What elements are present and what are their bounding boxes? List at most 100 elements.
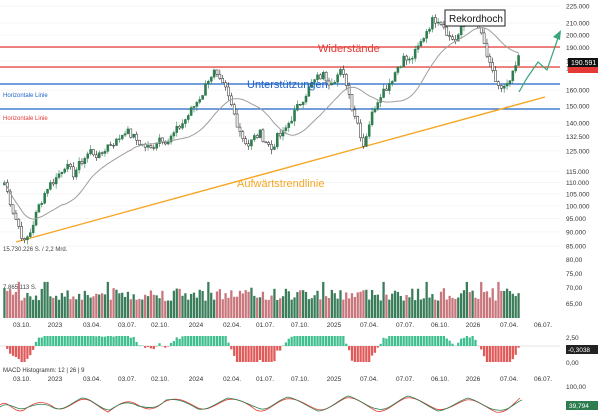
macd-bar [218,336,221,346]
candle [155,143,158,149]
macd-bar [198,336,201,346]
candle [376,102,380,110]
uptrend-line[interactable] [15,96,546,243]
macd-bar [121,336,124,346]
volume-bar [431,294,434,318]
macd-bar [396,336,400,346]
volume-bar [55,295,58,318]
supports-label: Unterstützungen [247,79,328,91]
macd-bar [256,346,259,362]
volume-bar [353,297,356,318]
macd-bar [284,342,288,346]
candle [29,232,32,237]
candle [43,193,46,204]
volume-bar [385,294,388,318]
x-tick-label: 01.07. [256,322,274,329]
oscillator-line-green [0,395,523,412]
volume-bar [149,290,153,318]
candle [373,108,377,113]
x-tick-label: 03.10. [13,376,31,383]
macd-bar [227,342,230,346]
volume-bar [6,290,9,318]
volume-bar [494,300,497,318]
candle [508,80,512,84]
candle [63,168,67,173]
macd-bar [517,346,520,348]
macd-bar [445,338,448,346]
candle [327,80,331,86]
volume-bar [204,300,207,318]
price-tick-label: 125.000 [566,148,590,155]
volume-bar [480,281,483,318]
volume-bar [307,299,311,318]
candle [209,76,213,82]
candle [451,36,454,40]
macd-bar [75,336,78,346]
x-tick-label: 2023 [48,376,63,383]
candle [126,128,130,135]
candle [172,132,176,137]
macd-bar [100,336,104,346]
candle [319,74,322,80]
candle [89,149,92,155]
candle [92,149,95,156]
macd-bar [189,336,193,346]
candle [301,101,305,105]
volume-bar [103,294,107,318]
volume-bar [517,293,520,318]
candle [26,236,29,241]
volume-bar [365,289,368,318]
price-tick-label: 105.000 [566,191,590,198]
volume-bar [75,299,78,318]
volume-bar [505,288,509,318]
candle [201,95,204,100]
candle [336,74,339,83]
candle [129,128,133,138]
candle [399,66,403,68]
volume-bar [233,296,236,318]
volume-bar [60,293,64,318]
macd-bar [77,336,81,346]
volume-bar [34,295,38,318]
volume-bar [482,292,486,318]
macd-bar [422,336,425,346]
price-tick-label: 200.000 [566,33,590,40]
volume-bar [457,297,460,318]
macd-bar [52,336,55,346]
candle [74,169,78,178]
macd-bar [511,346,514,360]
volume-bar [465,281,468,318]
macd-bar [497,346,500,362]
candle [304,95,308,103]
volume-bar [405,295,408,318]
macd-bar [296,336,299,346]
macd-bar [138,345,141,346]
macd-bar [178,338,181,346]
volume-bar [391,293,394,318]
macd-bar [40,337,43,346]
candle [192,106,196,108]
x-tick-label: 03.04. [83,376,101,383]
volume-bar [57,299,61,318]
volume-bar [17,281,20,318]
candle [103,151,107,154]
macd-bar [505,346,509,362]
candle [416,45,420,50]
candle [436,21,440,24]
macd-bar [118,336,121,346]
volume-bar [491,288,494,318]
macd-bar [132,337,135,346]
volume-bar [167,300,170,318]
volume-bar [442,288,446,318]
volume-bar [178,288,181,318]
macd-bar [250,346,253,362]
candle [459,26,463,35]
volume-bar [497,281,500,318]
candle [31,224,35,233]
macd-bar [508,346,512,362]
volume-bar [468,292,471,318]
macd-bar [60,336,64,346]
moving-average-line [3,27,519,220]
macd-bar [491,346,494,362]
volume-bar [477,298,480,318]
